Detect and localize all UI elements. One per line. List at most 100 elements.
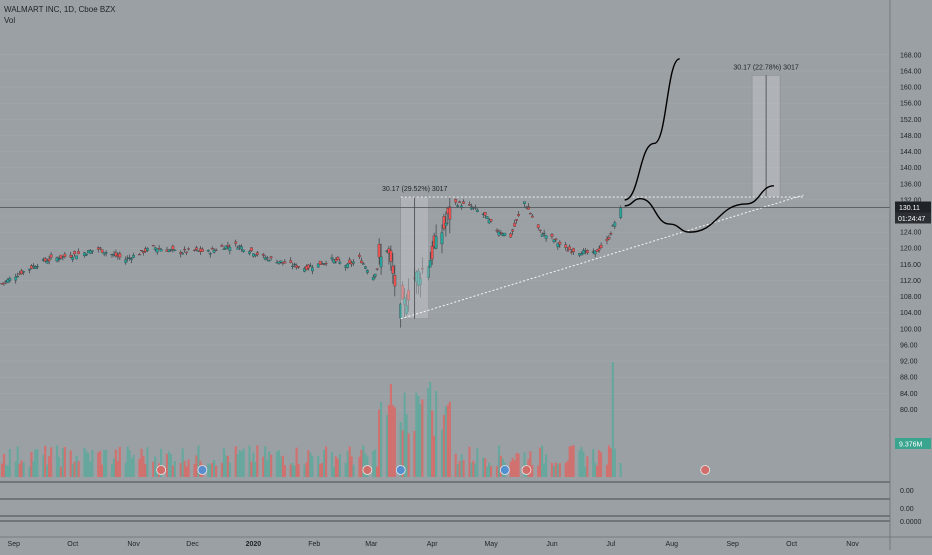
volume-bar: [448, 401, 451, 477]
volume-bar: [101, 464, 104, 477]
candle: [462, 199, 465, 204]
volume-bar: [541, 445, 544, 477]
time-tick-label: Dec: [186, 541, 199, 548]
volume-bar: [544, 454, 548, 477]
volume-bar: [374, 449, 377, 477]
candle-body: [255, 252, 259, 255]
candle: [375, 268, 379, 271]
candle: [151, 244, 155, 247]
volume-bar: [87, 453, 90, 477]
volume-bar: [486, 466, 489, 477]
candle: [334, 257, 338, 264]
volume-bar: [8, 448, 11, 477]
candle: [364, 265, 367, 270]
candle: [324, 260, 328, 267]
volume-bar: [295, 447, 298, 477]
candle-body: [159, 249, 163, 252]
candle-body: [607, 237, 611, 240]
candle-body: [6, 279, 10, 283]
candle: [348, 257, 352, 264]
candle-body: [595, 249, 599, 252]
volume-bar: [30, 452, 33, 477]
volume-bar: [584, 466, 587, 477]
volume-bar: [42, 454, 45, 477]
candle-body: [128, 257, 132, 259]
volume-bar: [511, 457, 514, 477]
candle-body: [2, 282, 6, 284]
time-tick-label: Jun: [546, 541, 557, 548]
volume-bar: [209, 464, 212, 477]
volume-bar: [572, 445, 575, 477]
candle-body: [291, 265, 295, 268]
volume-bar: [277, 450, 281, 477]
candle-body: [142, 251, 145, 254]
candle: [124, 256, 128, 265]
volume-bar: [103, 449, 106, 477]
sub-pane-tick-label: 0.00: [900, 488, 914, 495]
event-marker-icon: [156, 465, 167, 475]
candle-body: [456, 205, 460, 207]
candle: [47, 255, 51, 265]
candle-body: [454, 199, 458, 203]
candle-body: [49, 254, 53, 258]
candle: [530, 214, 534, 218]
candle: [513, 219, 517, 227]
volume-bar: [242, 448, 245, 477]
volume-bar: [254, 462, 257, 477]
volume-bar: [378, 409, 381, 477]
candle: [419, 272, 422, 298]
volume-bar: [470, 462, 473, 477]
price-tick-label: 96.00: [900, 342, 918, 349]
volume-bar: [128, 450, 131, 477]
candle: [224, 245, 228, 250]
forecast-path-bullish: [624, 58, 680, 201]
candle: [138, 253, 141, 256]
candle: [352, 259, 355, 266]
volume-bar: [421, 399, 424, 477]
price-tick-label: 168.00: [900, 52, 922, 59]
candle: [613, 220, 617, 230]
measure-box: 30.17 (22.78%) 3017: [733, 64, 799, 198]
candle-body: [228, 247, 232, 252]
volume-bar: [279, 456, 283, 477]
candle-body: [523, 201, 526, 204]
volume-bar: [405, 414, 408, 477]
candle-body: [30, 265, 33, 269]
candle-body: [28, 268, 31, 271]
candle-body: [334, 259, 338, 262]
candle: [585, 249, 589, 255]
candle-body: [468, 204, 471, 206]
candle: [495, 228, 499, 233]
candle-body: [544, 235, 548, 239]
candle: [483, 212, 487, 219]
candle: [309, 262, 312, 267]
candle: [183, 246, 187, 253]
candle: [8, 276, 12, 283]
sub-pane-tick-label: 0.0000: [900, 519, 922, 526]
volume-bar: [324, 446, 328, 477]
candle: [391, 252, 395, 284]
candle: [195, 245, 198, 252]
candle-body: [57, 258, 61, 260]
chart-header: WALMART INC, 1D, Cboe BZX Vol: [4, 4, 115, 26]
candle-body: [572, 248, 575, 252]
candle: [460, 203, 463, 210]
candle: [336, 256, 340, 261]
candle-body: [428, 260, 432, 268]
volume-bar: [303, 464, 306, 477]
candle-body: [379, 256, 383, 268]
candle: [185, 251, 188, 256]
volume-bar: [539, 447, 542, 477]
price-tick-label: 124.00: [900, 230, 922, 237]
candle: [346, 262, 350, 269]
volume-bar: [289, 464, 292, 477]
candle: [554, 238, 558, 243]
candle-body: [391, 265, 395, 274]
volume-bar: [332, 466, 336, 477]
candle-body: [210, 248, 214, 250]
candle-body: [124, 259, 128, 263]
volume-bar: [350, 456, 353, 477]
candle: [403, 288, 407, 318]
